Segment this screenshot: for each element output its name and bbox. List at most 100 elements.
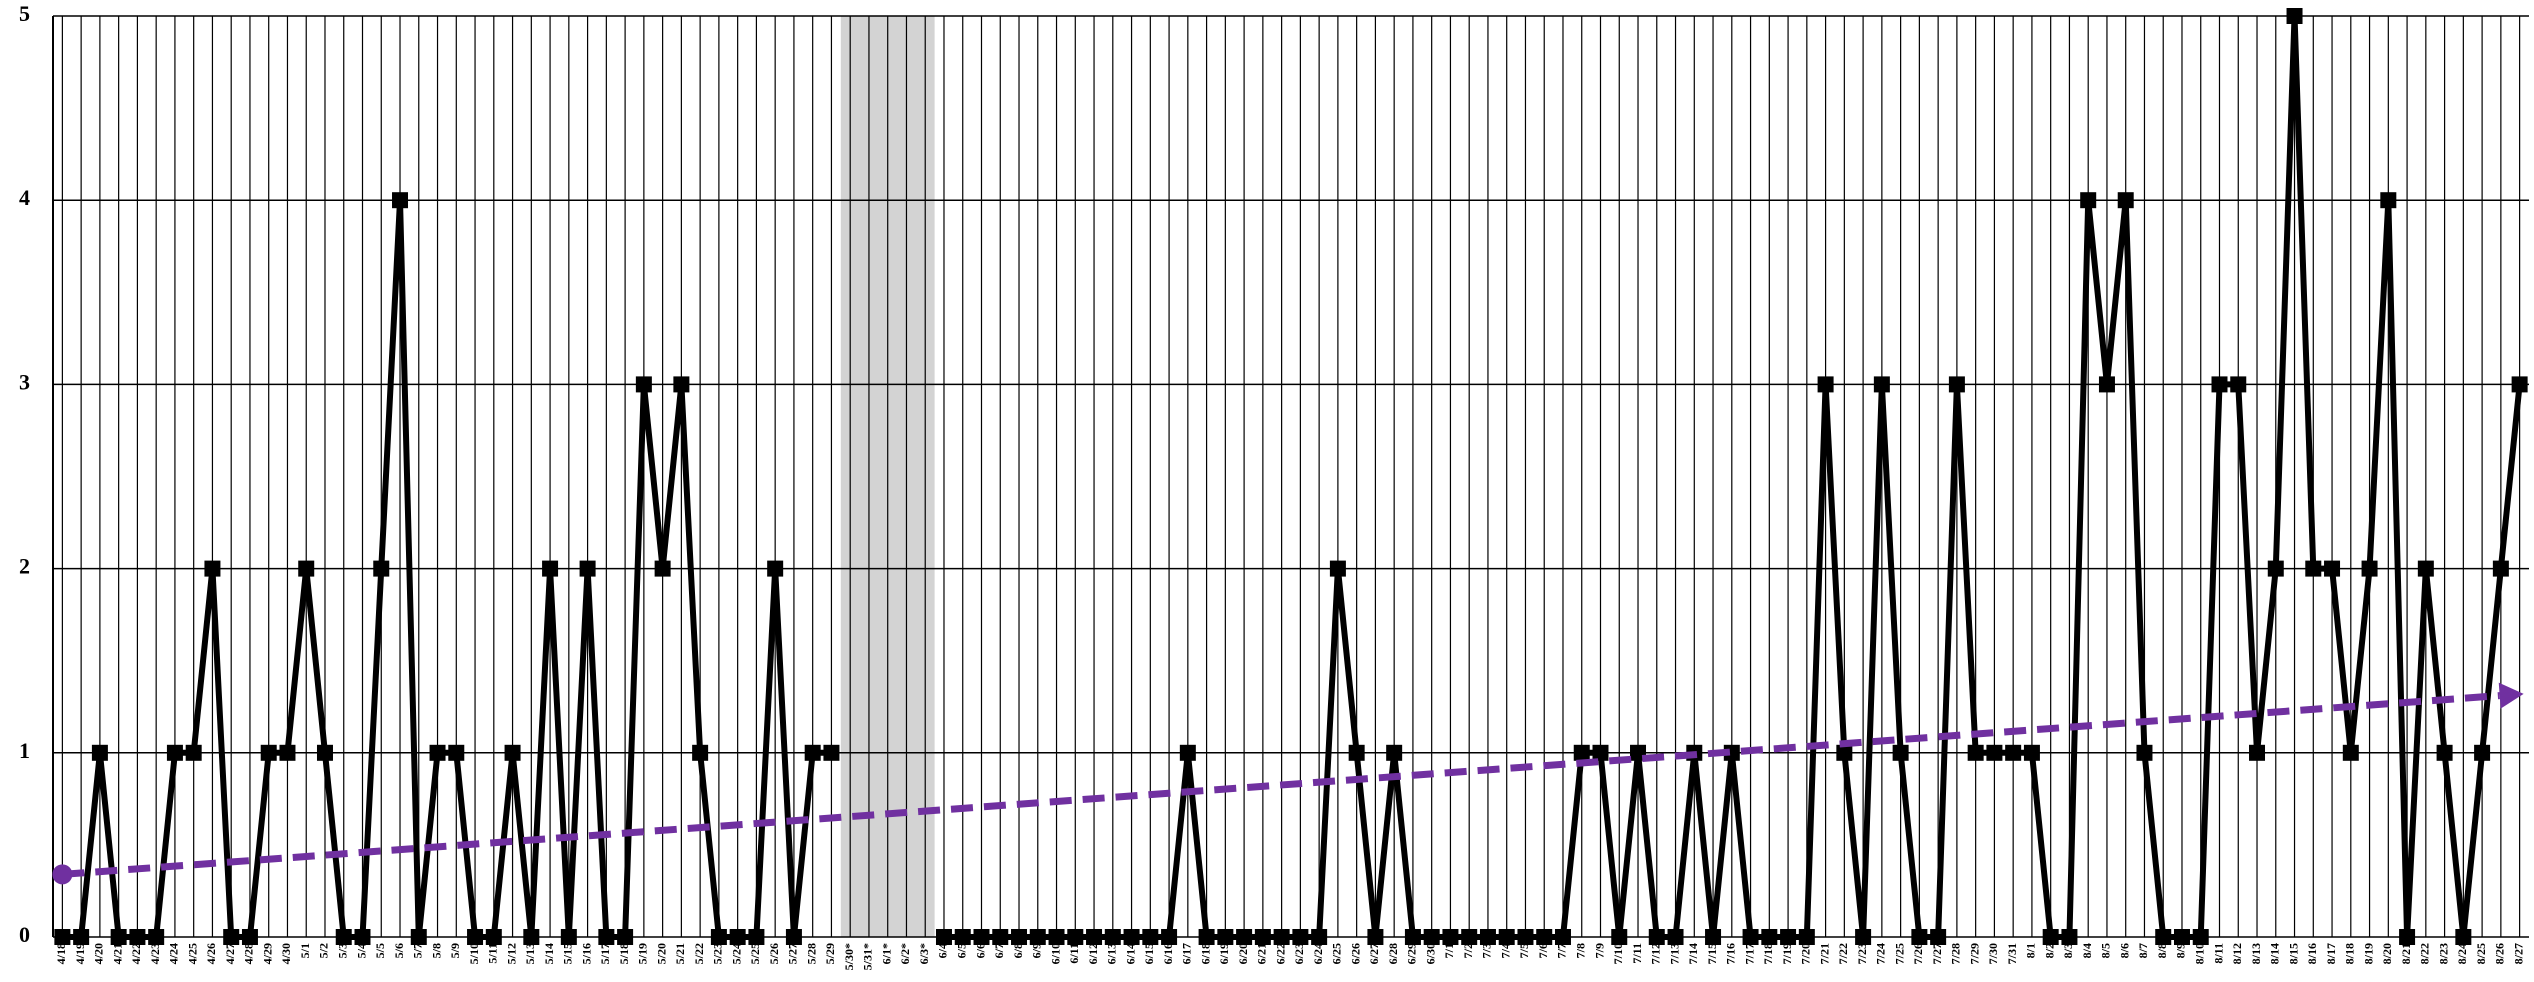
data-marker	[110, 929, 127, 945]
data-marker	[1967, 744, 1984, 761]
data-marker	[1011, 929, 1028, 945]
x-tick-label: 7/30	[1986, 943, 2000, 964]
x-tick-label: 6/17	[1180, 943, 1194, 964]
x-tick-label: 8/4	[2080, 943, 2094, 958]
data-marker	[579, 560, 596, 577]
x-tick-label: 7/31	[2005, 943, 2019, 964]
data-marker	[1029, 929, 1046, 945]
x-tick-label: 5/27	[786, 943, 800, 964]
data-marker	[692, 744, 709, 761]
x-tick-label: 6/25	[1330, 943, 1344, 964]
data-marker	[335, 929, 352, 945]
data-marker	[91, 744, 108, 761]
data-marker	[148, 929, 165, 945]
x-tick-label: 7/2	[1461, 943, 1475, 958]
x-tick-label: 5/12	[504, 943, 518, 964]
data-marker	[2511, 376, 2528, 393]
x-tick-label: 5/7	[411, 943, 425, 958]
x-tick-label: 7/11	[1630, 943, 1644, 964]
x-tick-label: 7/18	[1761, 943, 1775, 964]
x-tick-label: 7/6	[1536, 943, 1550, 958]
data-marker	[617, 929, 634, 945]
data-marker	[1911, 929, 1928, 945]
data-marker	[767, 560, 784, 577]
x-tick-label: 5/26	[767, 943, 781, 964]
data-marker	[2249, 744, 2266, 761]
data-marker	[748, 929, 765, 945]
data-marker	[823, 744, 840, 761]
x-tick-label: 5/10	[467, 943, 481, 964]
y-tick-label: 2	[19, 554, 30, 579]
data-marker	[429, 744, 446, 761]
x-tick-label: 6/9	[1030, 943, 1044, 958]
x-tick-label: 8/21	[2399, 943, 2413, 964]
data-marker	[1536, 929, 1553, 945]
x-tick-label: 8/18	[2343, 943, 2357, 964]
x-tick-label: 7/21	[1817, 943, 1831, 964]
x-tick-label: 7/13	[1667, 943, 1681, 964]
x-tick-label: 7/28	[1949, 943, 1963, 964]
data-marker	[1217, 929, 1234, 945]
trendline-arrow	[2498, 682, 2524, 709]
data-marker	[204, 560, 221, 577]
data-marker	[523, 929, 540, 945]
x-tick-label: 4/27	[223, 943, 237, 964]
data-marker	[1892, 744, 1909, 761]
x-tick-label: 6/14	[1123, 943, 1137, 964]
data-marker	[2192, 929, 2209, 945]
data-marker	[2211, 376, 2228, 393]
data-marker	[1573, 744, 1590, 761]
data-marker	[1104, 929, 1121, 945]
x-tick-label: 7/4	[1498, 943, 1512, 958]
x-tick-label: 7/8	[1573, 943, 1587, 958]
data-marker	[785, 929, 802, 945]
x-tick-label: 8/9	[2174, 943, 2188, 958]
data-marker	[2436, 744, 2453, 761]
data-marker	[354, 929, 371, 945]
data-marker	[1648, 929, 1665, 945]
data-marker	[598, 929, 615, 945]
x-tick-label: 7/15	[1705, 943, 1719, 964]
data-marker	[935, 929, 952, 945]
x-tick-label: 7/5	[1517, 943, 1531, 958]
x-tick-label: 5/15	[561, 943, 575, 964]
x-tick-label: 6/19	[1217, 943, 1231, 964]
data-marker	[1086, 929, 1103, 945]
x-tick-label: 6/29	[1405, 943, 1419, 964]
data-marker	[1930, 929, 1947, 945]
x-tick-label: 4/22	[129, 943, 143, 964]
x-tick-label: 4/29	[260, 943, 274, 964]
data-marker	[1836, 744, 1853, 761]
x-tick-label: 8/15	[2286, 943, 2300, 964]
data-marker	[635, 376, 652, 393]
x-tick-label: 8/2	[2042, 943, 2056, 958]
trendline	[62, 692, 2500, 878]
data-marker	[1067, 929, 1084, 945]
x-tick-label: 4/21	[110, 943, 124, 964]
x-tick-label: 6/23	[1292, 943, 1306, 964]
x-tick-label: 7/12	[1649, 943, 1663, 964]
x-tick-label: 7/16	[1724, 943, 1738, 964]
data-marker	[1123, 929, 1140, 945]
x-tick-label: 5/18	[617, 943, 631, 964]
data-marker	[1986, 744, 2003, 761]
x-tick-label: 7/26	[1911, 943, 1925, 964]
x-tick-label: 6/3*	[917, 943, 931, 964]
x-tick-label: 6/10	[1048, 943, 1062, 964]
x-tick-label: 7/23	[1855, 943, 1869, 964]
data-marker	[1254, 929, 1271, 945]
data-marker	[485, 929, 502, 945]
data-marker	[185, 744, 202, 761]
x-tick-label: 4/30	[279, 943, 293, 964]
data-marker	[73, 929, 90, 945]
x-tick-label: 5/19	[636, 943, 650, 964]
data-marker	[54, 929, 71, 945]
x-tick-label: 6/18	[1198, 943, 1212, 964]
data-marker	[223, 929, 240, 945]
data-marker	[1236, 929, 1253, 945]
trendline-start	[52, 864, 73, 885]
x-tick-label: 8/1	[2024, 943, 2038, 958]
y-tick-label: 3	[19, 369, 30, 394]
data-marker	[1161, 929, 1178, 945]
